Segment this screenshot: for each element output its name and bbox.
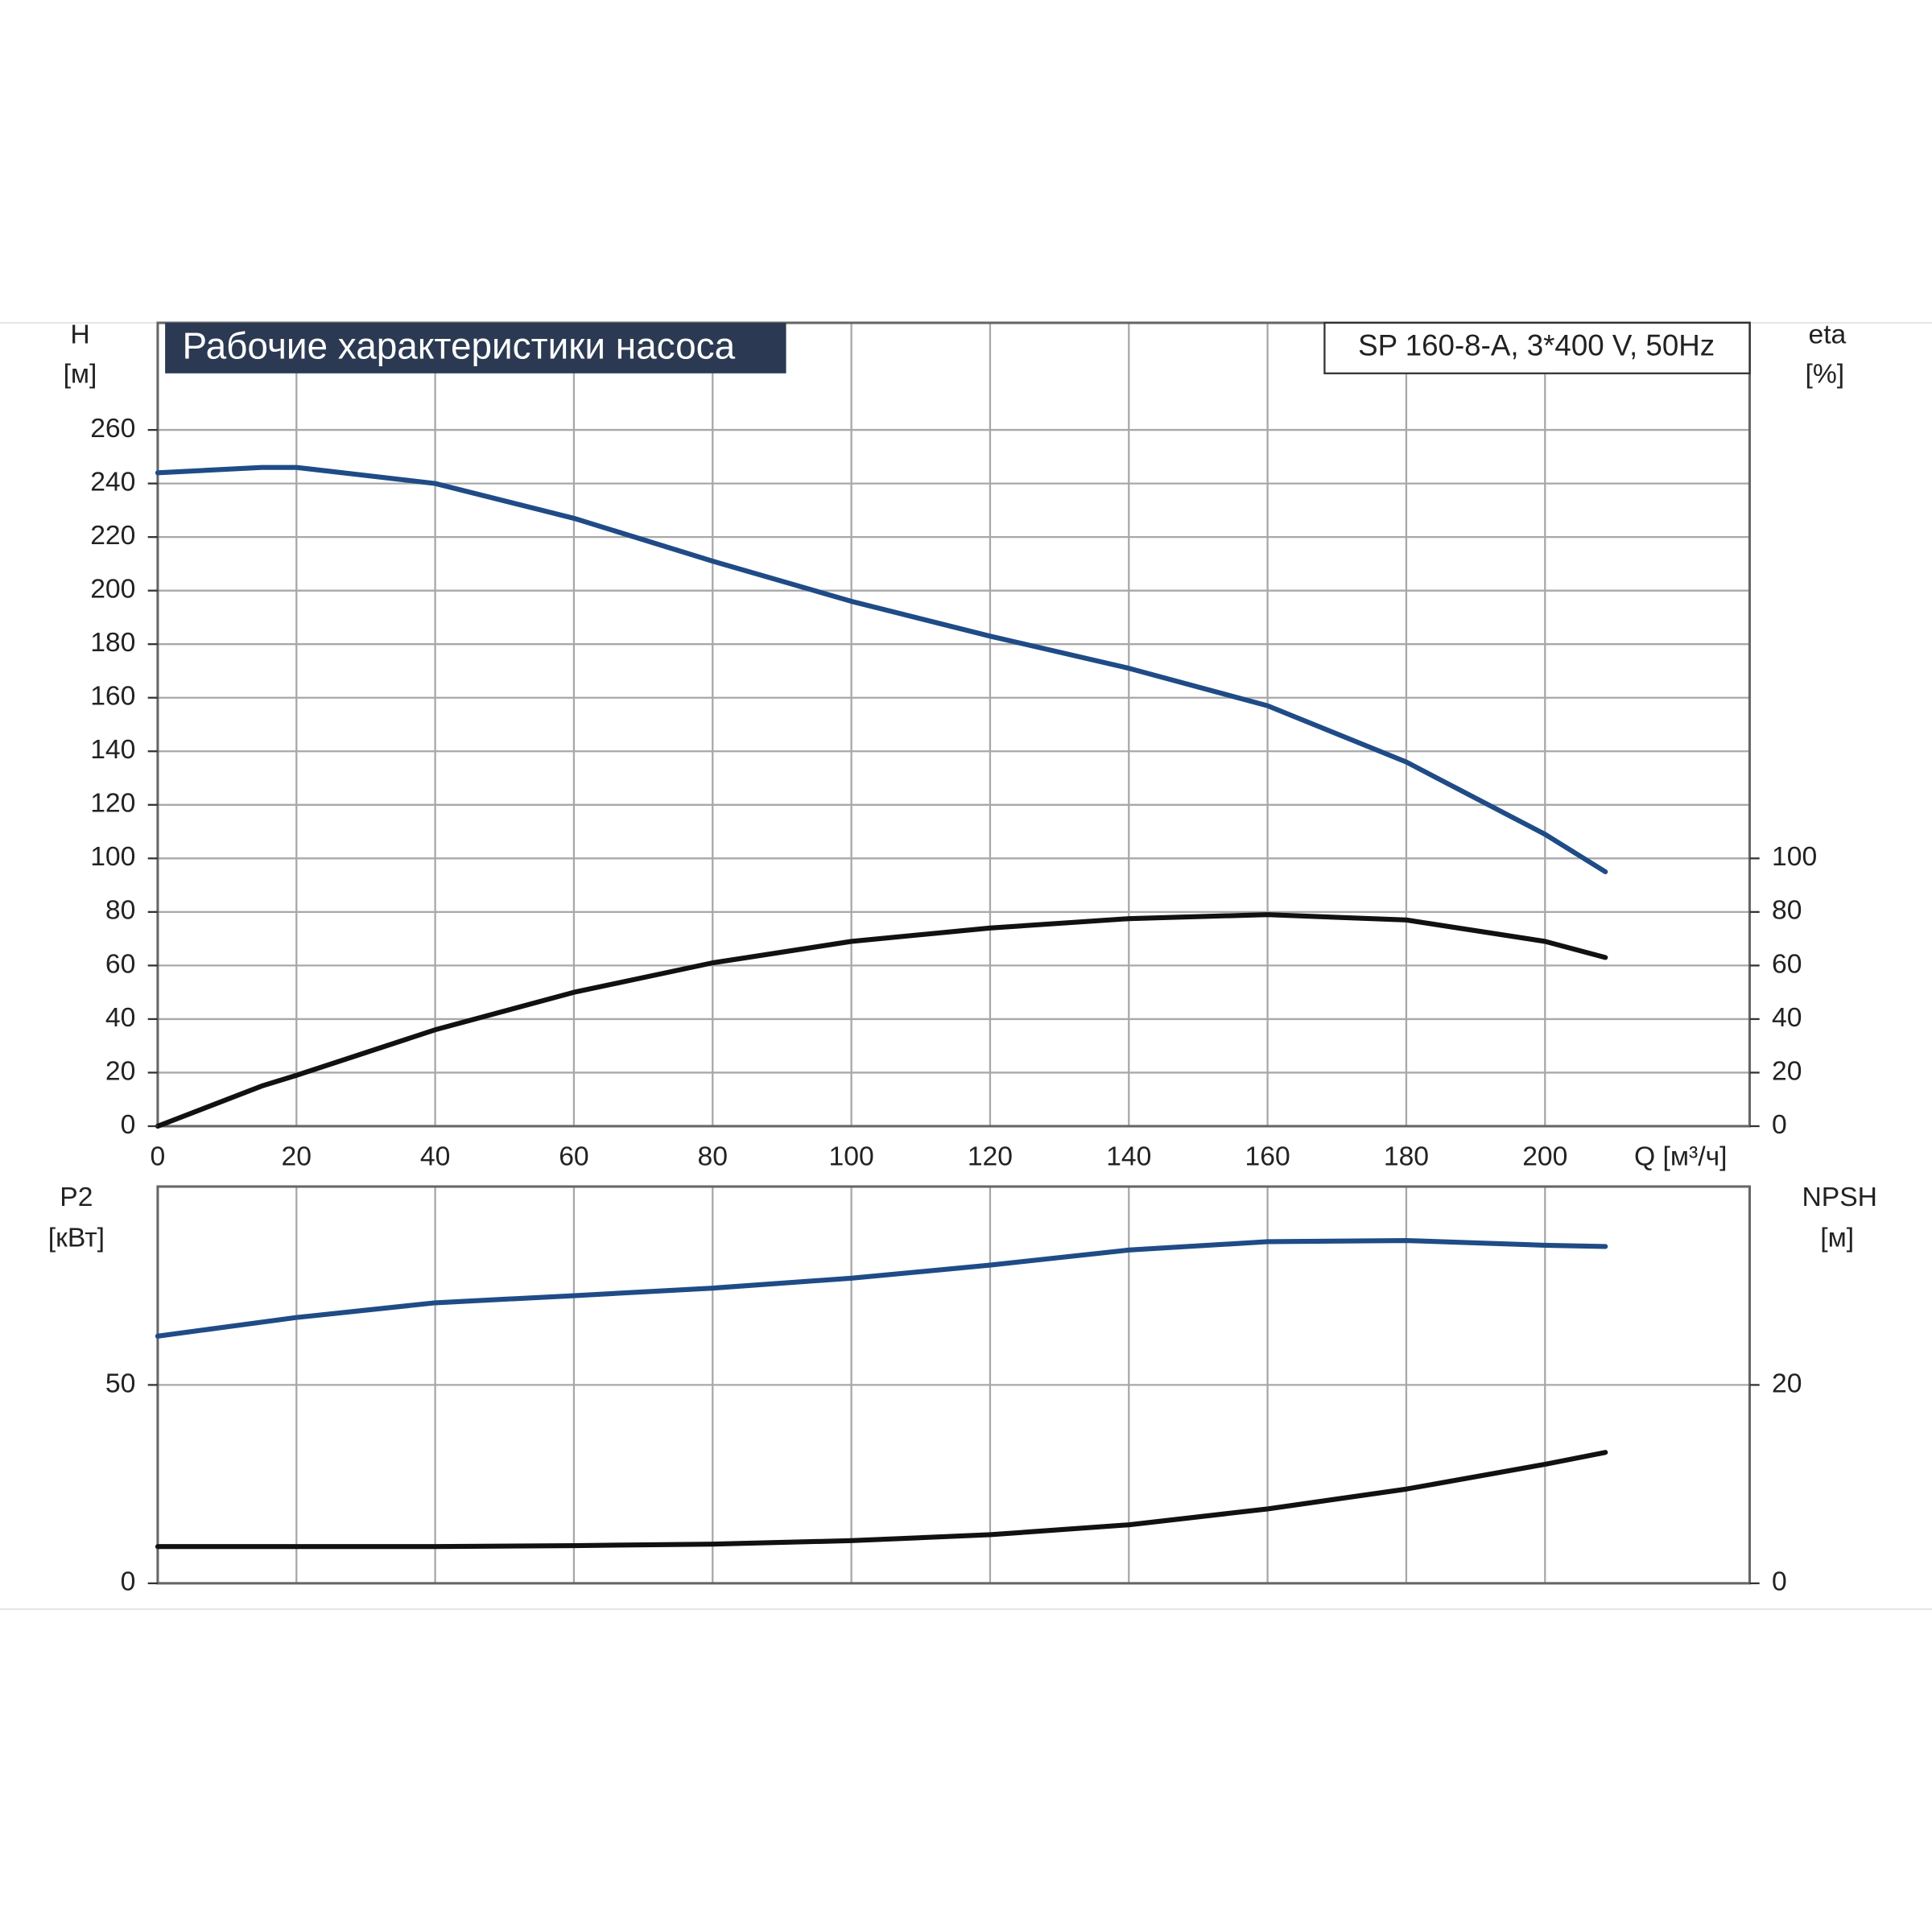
y-tick-label: 50 (105, 1368, 135, 1398)
plot-frame (156, 321, 1751, 1128)
y-tick-label: 100 (90, 842, 135, 872)
y-tick-label: 120 (90, 789, 135, 819)
x-label: Q [м³/ч] (1634, 1142, 1727, 1172)
x-tick-label: 120 (968, 1142, 1013, 1172)
subtitle-box (1323, 321, 1751, 374)
y2-tick-label: 60 (1772, 949, 1802, 979)
y2-tick-label: 0 (1772, 1567, 1787, 1597)
y-tick-label: 0 (121, 1110, 136, 1140)
series-line (155, 1450, 1608, 1550)
x-tick-label: 40 (420, 1142, 450, 1172)
y2-label-unit: [%] (1806, 360, 1845, 390)
x-tick-label: 140 (1106, 1142, 1151, 1172)
y2-tick-label: 0 (1772, 1110, 1787, 1140)
x-tick-label: 80 (698, 1142, 728, 1172)
y-tick-label: 220 (90, 521, 135, 551)
x-tick-label: 60 (559, 1142, 588, 1172)
y-tick-label: 240 (90, 468, 135, 497)
y2-tick-label: 40 (1772, 1003, 1802, 1033)
y-tick-label: 200 (90, 575, 135, 605)
chart-subtitle: SP 160-8-A, 3*400 V, 50Hz (1358, 328, 1715, 361)
y2-label: eta (1808, 320, 1846, 350)
y2-tick-label: 100 (1772, 842, 1817, 872)
y-label: H (70, 320, 89, 350)
y2-label: NPSH (1802, 1183, 1877, 1212)
y-label-unit: [м] (64, 360, 97, 390)
series-line (155, 912, 1608, 1129)
x-tick-label: 20 (282, 1142, 312, 1172)
y-tick-label: 40 (105, 1003, 135, 1033)
y-tick-label: 140 (90, 735, 135, 765)
y-label: P2 (60, 1183, 93, 1212)
title-box (165, 323, 786, 374)
x-tick-label: 160 (1245, 1142, 1290, 1172)
series-line (155, 464, 1608, 875)
x-tick-label: 180 (1384, 1142, 1429, 1172)
y-label-unit: [кВт] (48, 1224, 105, 1253)
y2-tick-label: 20 (1772, 1056, 1802, 1086)
y2-label-unit: [м] (1820, 1224, 1854, 1253)
y-tick-label: 60 (105, 949, 135, 979)
series-line (155, 1237, 1608, 1339)
y-tick-label: 160 (90, 682, 135, 712)
x-tick-label: 0 (151, 1142, 166, 1172)
marks (155, 464, 1608, 1550)
y-tick-label: 80 (105, 896, 135, 926)
grid (156, 321, 1751, 1585)
x-tick-label: 200 (1522, 1142, 1567, 1172)
y-tick-label: 180 (90, 628, 135, 658)
x-tick-label: 100 (829, 1142, 874, 1172)
y-tick-label: 0 (121, 1567, 136, 1597)
y2-tick-label: 20 (1772, 1368, 1802, 1398)
y-tick-label: 20 (105, 1056, 135, 1086)
y2-tick-label: 80 (1772, 896, 1802, 926)
chart-title: Рабочие характеристики насоса (183, 324, 736, 366)
y-tick-label: 260 (90, 414, 135, 444)
